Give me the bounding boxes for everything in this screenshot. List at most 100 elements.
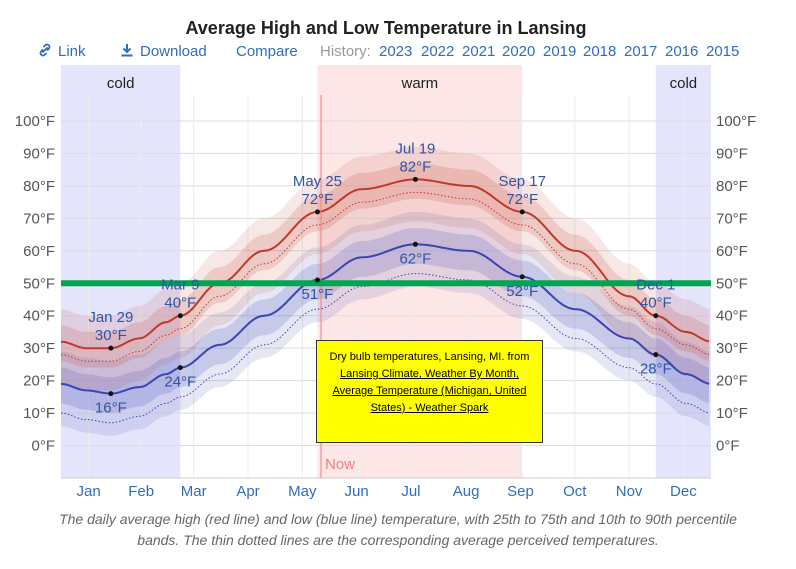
x-tick-label: Nov xyxy=(616,483,643,500)
x-tick-label: Apr xyxy=(236,483,259,500)
annotation-value: 72°F xyxy=(506,191,538,208)
annotation-date: Dec 1 xyxy=(636,277,675,294)
y-tick-label-left: 100°F xyxy=(15,113,55,130)
season-label-cold: cold xyxy=(670,75,698,92)
year-link[interactable]: 2022 xyxy=(421,43,455,60)
y-tick-label-right: 100°F xyxy=(716,113,756,130)
x-tick-label: Feb xyxy=(128,483,154,500)
y-tick-label-left: 20°F xyxy=(23,373,55,390)
y-tick-label-left: 60°F xyxy=(23,243,55,260)
annotation-value: 30°F xyxy=(95,327,127,344)
annotation-value: 28°F xyxy=(640,361,672,378)
compare-button[interactable]: Compare xyxy=(236,43,298,60)
annotation-value: 40°F xyxy=(164,295,196,312)
season-band-cold xyxy=(61,65,181,478)
y-tick-label-left: 0°F xyxy=(31,438,55,455)
y-tick-label-right: 20°F xyxy=(716,373,748,390)
y-tick-label-right: 30°F xyxy=(716,340,748,357)
x-tick-label: Mar xyxy=(181,483,207,500)
year-link[interactable]: 2023 xyxy=(379,43,413,60)
data-point-marker xyxy=(177,365,183,371)
year-link[interactable]: 2021 xyxy=(462,43,496,60)
annotation-value: 16°F xyxy=(95,400,127,417)
data-point-marker xyxy=(177,313,183,319)
y-tick-label-right: 50°F xyxy=(716,275,748,292)
x-tick-label: Jun xyxy=(345,483,369,500)
x-tick-label: Jul xyxy=(401,483,420,500)
toolbar: Link Download Compare History: 2023 2022… xyxy=(0,43,796,65)
high-perceived-line xyxy=(60,191,710,362)
x-tick-label: Dec xyxy=(670,483,697,500)
year-link[interactable]: 2017 xyxy=(624,43,658,60)
source-note-text: Dry bulb temperatures, Lansing, MI. from xyxy=(329,351,530,363)
y-tick-label-right: 70°F xyxy=(716,210,748,227)
x-tick-label: Oct xyxy=(563,483,587,500)
x-tick-label: Aug xyxy=(453,483,480,500)
data-point-marker xyxy=(108,345,114,351)
annotation-value: 62°F xyxy=(399,250,431,267)
annotation-date: Mar 9 xyxy=(161,277,199,294)
x-tick-label: Sep xyxy=(507,483,534,500)
year-link[interactable]: 2016 xyxy=(665,43,699,60)
x-tick-label: Jan xyxy=(77,483,101,500)
y-tick-label-right: 40°F xyxy=(716,308,748,325)
data-point-marker xyxy=(519,274,525,280)
annotation-value: 51°F xyxy=(302,286,334,303)
y-tick-label-left: 30°F xyxy=(23,340,55,357)
annotation-value: 72°F xyxy=(302,191,334,208)
season-label-warm: warm xyxy=(400,75,438,92)
year-link[interactable]: 2015 xyxy=(706,43,740,60)
now-label: Now xyxy=(325,456,355,473)
history-label: History: xyxy=(320,43,371,60)
annotation-date: Sep 17 xyxy=(498,173,546,190)
y-tick-label-right: 90°F xyxy=(716,145,748,162)
low-temperature-line xyxy=(60,243,710,395)
y-tick-label-left: 90°F xyxy=(23,145,55,162)
link-label: Link xyxy=(58,43,86,60)
year-link[interactable]: 2020 xyxy=(502,43,536,60)
y-tick-label-left: 40°F xyxy=(23,308,55,325)
data-point-marker xyxy=(519,209,525,215)
annotation-date: Jan 29 xyxy=(88,309,133,326)
season-label-cold: cold xyxy=(107,75,135,92)
source-note: Dry bulb temperatures, Lansing, MI. from… xyxy=(316,340,543,443)
data-point-marker xyxy=(412,241,418,247)
y-tick-label-right: 10°F xyxy=(716,405,748,422)
data-point-marker xyxy=(108,391,114,397)
data-point-marker xyxy=(653,352,659,358)
year-link[interactable]: 2019 xyxy=(543,43,577,60)
low-25-75-band xyxy=(61,228,710,414)
annotation-value: 40°F xyxy=(640,295,672,312)
download-label: Download xyxy=(140,43,207,60)
download-button[interactable]: Download xyxy=(120,43,207,61)
annotation-value: 24°F xyxy=(164,374,196,391)
annotation-value: 52°F xyxy=(506,283,538,300)
chart-title: Average High and Low Temperature in Lans… xyxy=(185,18,587,38)
source-link[interactable]: Lansing Climate, Weather By Month, Avera… xyxy=(332,368,527,414)
y-tick-label-right: 0°F xyxy=(716,438,740,455)
y-tick-label-left: 80°F xyxy=(23,178,55,195)
link-icon xyxy=(38,43,52,61)
data-point-marker xyxy=(314,277,320,283)
download-icon xyxy=(120,43,134,61)
x-tick-label: May xyxy=(288,483,317,500)
y-tick-label-right: 80°F xyxy=(716,178,748,195)
chart-caption: The daily average high (red line) and lo… xyxy=(59,511,737,548)
y-tick-label-left: 70°F xyxy=(23,210,55,227)
high-10-90-band xyxy=(61,146,710,391)
data-point-marker xyxy=(412,176,418,182)
y-tick-label-left: 50°F xyxy=(23,275,55,292)
data-point-marker xyxy=(653,313,659,319)
annotation-value: 82°F xyxy=(399,158,431,175)
high-25-75-band xyxy=(61,163,710,368)
year-link[interactable]: 2018 xyxy=(583,43,617,60)
y-tick-label-left: 10°F xyxy=(23,405,55,422)
y-tick-label-right: 60°F xyxy=(716,243,748,260)
annotation-date: Jul 19 xyxy=(395,140,435,157)
low-10-90-band xyxy=(61,211,710,436)
link-button[interactable]: Link xyxy=(38,43,86,61)
data-point-marker xyxy=(314,209,320,215)
annotation-date: May 25 xyxy=(293,173,342,190)
high-temperature-line xyxy=(60,178,710,350)
